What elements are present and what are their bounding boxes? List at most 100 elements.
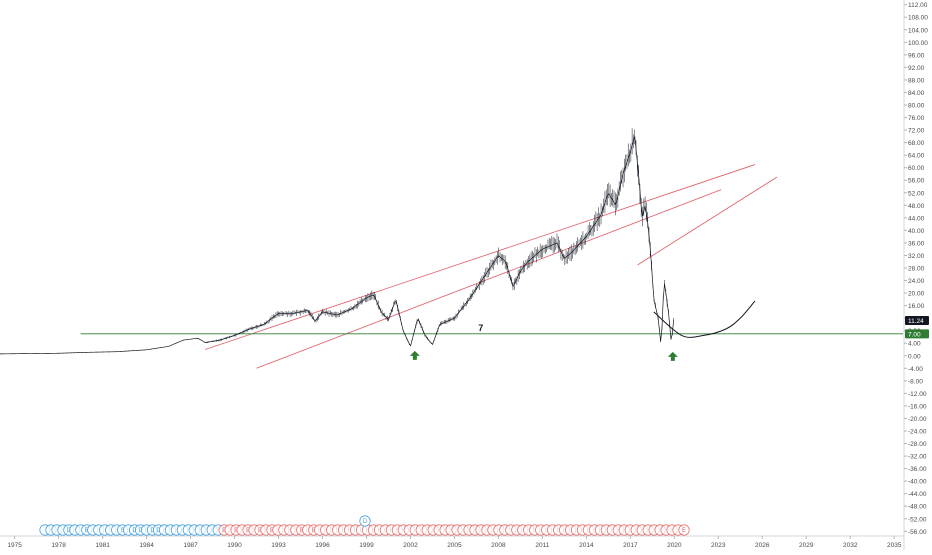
y-tick-label: -48.00 <box>908 504 927 511</box>
y-tick-label: -12.00 <box>908 391 927 398</box>
x-tick-label: 2032 <box>843 542 858 549</box>
x-tick-label: 1984 <box>139 542 154 549</box>
y-tick-label: 68.00 <box>908 140 925 147</box>
swing-low-arrow <box>409 350 420 360</box>
raised-dividend-marker-label: D <box>363 519 368 525</box>
x-tick-label: 1975 <box>7 542 22 549</box>
y-axis: 112.00 108.00 104.00 100.00 96.00 92.00 88.00 8… <box>903 0 928 550</box>
x-tick-label: 2002 <box>403 542 418 549</box>
swing-low-arrow <box>667 351 678 361</box>
channel-upper-line <box>205 164 756 350</box>
x-tick-label: 2026 <box>755 542 770 549</box>
y-tick-label: 56.00 <box>908 178 925 185</box>
x-tick-label: 1990 <box>227 542 242 549</box>
price-series <box>0 128 678 361</box>
y-tick-label: 40.00 <box>908 228 925 235</box>
horizontal-level-label: 7 <box>478 323 483 333</box>
x-tick-label: 2029 <box>799 542 814 549</box>
earnings-marker-label: E <box>270 528 274 534</box>
y-tick-label: -4.00 <box>908 366 923 373</box>
y-tick-label: 16.00 <box>908 303 925 310</box>
y-tick-label: 64.00 <box>908 153 925 160</box>
event-markers: D E S D D D D E E E E E E E ED <box>39 515 690 536</box>
y-tick-label: 0.00 <box>908 353 921 360</box>
y-tick-label: -32.00 <box>908 454 927 461</box>
x-tick-label: 1999 <box>359 542 374 549</box>
dividend-marker-label: D <box>138 528 143 534</box>
y-tick-label: 4.00 <box>908 341 921 348</box>
price-bars <box>205 128 674 347</box>
earnings-marker <box>678 524 690 536</box>
y-tick-label: -20.00 <box>908 416 927 423</box>
y-tick-label: -40.00 <box>908 479 927 486</box>
earnings-marker-label: E <box>312 528 316 534</box>
x-tick-label: 2011 <box>535 542 549 549</box>
x-tick-label: 1993 <box>271 542 286 549</box>
earnings-marker-label: E <box>300 528 304 534</box>
y-tick-label: 92.00 <box>908 65 925 72</box>
y-tick-label: -52.00 <box>908 516 927 523</box>
y-tick-label: -44.00 <box>908 491 927 498</box>
earnings-marker-label: E <box>258 528 262 534</box>
y-tick-label: -24.00 <box>908 428 927 435</box>
y-tick-label: 60.00 <box>908 165 925 172</box>
raised-dividend-marker <box>359 515 371 527</box>
price-tag-bg <box>905 316 929 326</box>
y-tick-label: 84.00 <box>908 90 925 97</box>
y-tick-label: 48.00 <box>908 203 925 210</box>
earnings-marker-label: E <box>246 528 250 534</box>
price-tag-label: 7.00 <box>908 331 921 338</box>
price-tag-label: 11.24 <box>908 318 924 325</box>
x-tick-label: 2008 <box>491 542 506 549</box>
y-tick-label: 96.00 <box>908 52 925 59</box>
y-tick-label: 32.00 <box>908 253 925 260</box>
earnings-marker-label: E <box>682 528 686 534</box>
y-tick-label: -8.00 <box>908 378 923 385</box>
dividend-marker-label: D <box>150 528 155 534</box>
x-tick-label: 2005 <box>447 542 462 549</box>
y-tick-label: 36.00 <box>908 240 925 247</box>
trend-line <box>637 176 778 266</box>
x-tick-label: 1996 <box>315 542 330 549</box>
y-tick-label: 80.00 <box>908 103 925 110</box>
drawings: 7 <box>80 164 903 369</box>
y-tick-label: 72.00 <box>908 128 925 135</box>
x-tick-label: 2023 <box>711 542 726 549</box>
y-tick-label: 104.00 <box>908 27 928 34</box>
y-tick-label: 20.00 <box>908 291 925 298</box>
earnings-marker-label: E <box>222 528 226 534</box>
y-tick-label: -28.00 <box>908 441 927 448</box>
x-tick-label: 1978 <box>51 542 66 549</box>
y-tick-label: 88.00 <box>908 77 925 84</box>
dividend-marker-label: E <box>85 528 89 534</box>
x-tick-label: 2020 <box>667 542 682 549</box>
projection-curve <box>653 300 756 338</box>
x-tick-label: 2035 <box>887 542 902 549</box>
price-tag-bg <box>905 329 929 339</box>
y-tick-label: 108.00 <box>908 15 928 22</box>
x-tick-label: 2017 <box>623 542 638 549</box>
dividend-marker-label: D <box>132 528 137 534</box>
y-tick-label: -56.00 <box>908 529 927 536</box>
dividend-marker-label: D <box>67 528 72 534</box>
dividend-marker-label: D <box>156 528 161 534</box>
x-tick-label: 1987 <box>183 542 198 549</box>
y-tick-label: 112.00 <box>908 2 928 9</box>
y-tick-label: 52.00 <box>908 190 925 197</box>
price-tags: 11.24 7.00 <box>905 316 929 339</box>
x-tick-label: 2014 <box>579 542 594 549</box>
dividend-marker-label: S <box>121 528 125 534</box>
y-tick-label: 76.00 <box>908 115 925 122</box>
channel-lower-line <box>256 189 722 369</box>
x-axis: 1975 1978 1981 1984 1987 1990 1993 1996 1999 2002… <box>0 535 904 549</box>
y-tick-label: -36.00 <box>908 466 927 473</box>
x-tick-label: 1981 <box>95 542 110 549</box>
y-tick-label: 24.00 <box>908 278 925 285</box>
y-tick-label: 100.00 <box>908 40 928 47</box>
y-tick-label: 44.00 <box>908 215 925 222</box>
y-tick-label: -16.00 <box>908 403 927 410</box>
y-tick-label: 28.00 <box>908 266 925 273</box>
